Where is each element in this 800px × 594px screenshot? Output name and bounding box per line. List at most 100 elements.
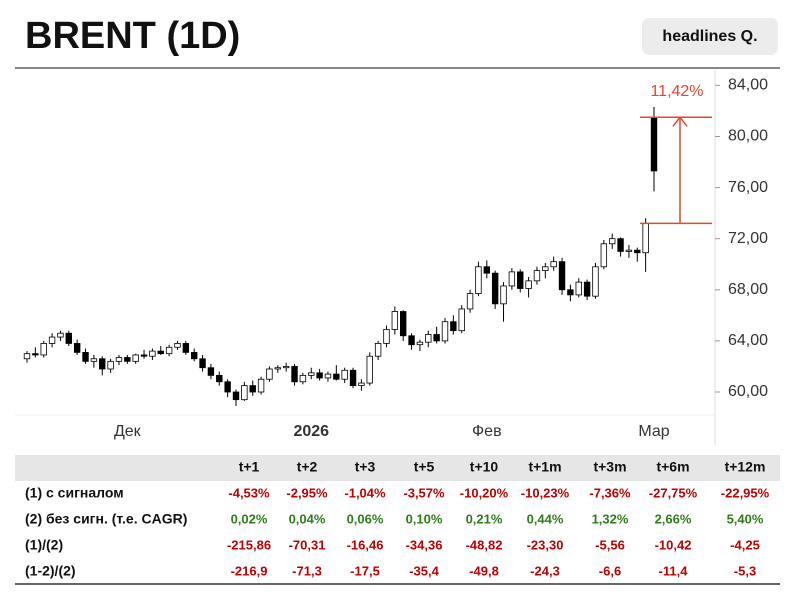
- table-cell: 0,04%: [289, 511, 326, 526]
- table-column-header: t+6m: [656, 459, 689, 475]
- candle-body: [575, 281, 582, 296]
- candle-body: [617, 238, 624, 252]
- candle-body: [207, 367, 215, 376]
- candle-body: [216, 374, 223, 383]
- table-cell: -2,95%: [286, 485, 328, 500]
- table-cell: -1,04%: [344, 485, 386, 500]
- candle-body: [391, 311, 399, 330]
- candle-body: [634, 249, 641, 254]
- candle-body: [249, 385, 256, 393]
- candle-body: [115, 357, 123, 362]
- candle-body: [157, 350, 164, 355]
- table-cell: -35,4: [409, 563, 439, 578]
- x-tick-label: Дек: [114, 423, 142, 440]
- table-cell: 0,02%: [231, 511, 268, 526]
- table-cell: -49,8: [469, 563, 499, 578]
- table-row-label: (1) с сигналом: [25, 485, 124, 501]
- table-column-header: t+3: [355, 459, 376, 475]
- table-cell: 1,32%: [592, 511, 629, 526]
- table-cell: -48,82: [466, 537, 503, 552]
- candle-body: [567, 289, 574, 296]
- table-cell: 2,66%: [655, 511, 692, 526]
- table-column-header: t+3m: [593, 459, 626, 475]
- table-column-header: t+10: [470, 459, 499, 475]
- table-cell: -71,3: [292, 563, 322, 578]
- table-cell: -10,23%: [521, 485, 570, 500]
- candle-body: [57, 332, 64, 338]
- candle-body: [308, 372, 315, 376]
- candle-body: [341, 369, 348, 380]
- table-cell: -22,95%: [721, 485, 770, 500]
- candle-body: [583, 281, 591, 297]
- candle-body: [383, 328, 390, 344]
- candle-body: [558, 261, 566, 291]
- candle-body: [23, 353, 31, 360]
- badge: [642, 18, 778, 55]
- candle-body: [366, 355, 373, 384]
- candle-body: [182, 343, 190, 353]
- y-tick-label: 68,00: [728, 281, 768, 298]
- x-tick-label: Фев: [472, 423, 502, 440]
- candle-body: [466, 293, 474, 310]
- candle-body: [525, 280, 532, 289]
- candle-body: [266, 368, 273, 380]
- candle-body: [282, 366, 290, 369]
- candle-body: [124, 357, 131, 362]
- y-tick-label: 84,00: [728, 77, 768, 94]
- candle-body: [399, 311, 407, 337]
- candle-body: [416, 341, 424, 346]
- table-column-header: t+1m: [528, 459, 561, 475]
- candle-body: [374, 343, 382, 357]
- table-cell: 0,10%: [406, 511, 443, 526]
- candle-body: [132, 354, 139, 362]
- candle-body: [174, 343, 181, 348]
- y-tick-label: 76,00: [728, 179, 768, 196]
- candle-body: [450, 321, 457, 332]
- candle-body: [165, 346, 173, 355]
- table-cell: -215,86: [227, 537, 271, 552]
- candle-body: [232, 391, 240, 401]
- table-column-header: t+12m: [725, 459, 766, 475]
- candle-body: [324, 373, 332, 379]
- candle-body: [433, 334, 440, 342]
- table-cell: -23,30: [527, 537, 564, 552]
- table-cell: -7,36%: [589, 485, 631, 500]
- table-row-label: (1-2)/(2): [25, 563, 76, 579]
- table-cell: -24,3: [530, 563, 560, 578]
- annotation-text: 11,42%: [650, 83, 703, 100]
- candle-body: [90, 358, 98, 362]
- candle-body: [99, 358, 106, 370]
- table-cell: -6,6: [599, 563, 621, 578]
- candle-body: [600, 243, 608, 268]
- candle-body: [241, 385, 248, 401]
- candle-body: [483, 266, 490, 274]
- candle-body: [190, 351, 198, 360]
- table-column-header: t+5: [414, 459, 435, 475]
- y-tick-label: 72,00: [728, 230, 768, 247]
- table-row-label: (2) без сигн. (т.е. CAGR): [25, 511, 187, 527]
- candle-body: [333, 373, 340, 380]
- candle-body: [650, 116, 658, 172]
- y-tick-label: 64,00: [728, 332, 768, 349]
- candle-body: [32, 353, 39, 356]
- table-cell: -70,31: [289, 537, 326, 552]
- table-column-header: t+2: [297, 459, 318, 475]
- candle-body: [508, 271, 516, 287]
- x-tick-label: 2026: [293, 423, 329, 440]
- candle-body: [425, 334, 432, 343]
- candle-body: [224, 381, 231, 393]
- candle-body: [40, 343, 47, 356]
- candle-body: [458, 308, 465, 332]
- table-cell: -16,46: [347, 537, 384, 552]
- table-cell: -10,20%: [460, 485, 509, 500]
- candle-body: [257, 378, 265, 393]
- table-cell: 0,21%: [466, 511, 503, 526]
- annotation-arrowhead: [672, 116, 688, 127]
- candle-body: [500, 285, 507, 305]
- table-cell: -5,3: [734, 563, 756, 578]
- table-cell: -11,4: [659, 563, 689, 578]
- table-column-header: t+1: [239, 459, 260, 475]
- table-cell: -10,42: [655, 537, 692, 552]
- table-cell: -4,25: [730, 537, 760, 552]
